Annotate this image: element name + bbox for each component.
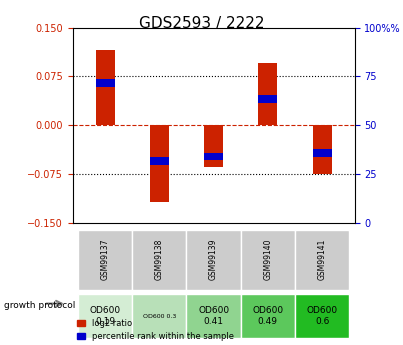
- Bar: [96, 79, 114, 87]
- FancyBboxPatch shape: [78, 230, 132, 290]
- Text: GSM99138: GSM99138: [155, 239, 164, 280]
- Text: OD600
0.49: OD600 0.49: [252, 306, 283, 326]
- FancyBboxPatch shape: [132, 230, 187, 290]
- Text: OD600
0.41: OD600 0.41: [198, 306, 229, 326]
- Text: GSM99140: GSM99140: [263, 239, 272, 280]
- Text: growth protocol: growth protocol: [4, 301, 75, 310]
- FancyBboxPatch shape: [241, 294, 295, 338]
- Text: GSM99141: GSM99141: [318, 239, 326, 280]
- Text: GDS2593 / 2222: GDS2593 / 2222: [139, 16, 264, 30]
- FancyBboxPatch shape: [78, 294, 132, 338]
- Text: GSM99139: GSM99139: [209, 239, 218, 280]
- Bar: [150, 125, 169, 202]
- Text: OD600
0.19: OD600 0.19: [89, 306, 120, 326]
- FancyBboxPatch shape: [241, 230, 295, 290]
- Bar: [96, 50, 114, 125]
- FancyBboxPatch shape: [295, 294, 349, 338]
- FancyBboxPatch shape: [187, 230, 241, 290]
- Text: OD600 0.3: OD600 0.3: [143, 314, 176, 319]
- FancyBboxPatch shape: [187, 294, 241, 338]
- Bar: [204, 125, 223, 167]
- Text: OD600
0.6: OD600 0.6: [307, 306, 338, 326]
- Bar: [204, 152, 223, 160]
- FancyBboxPatch shape: [295, 230, 349, 290]
- Bar: [313, 149, 332, 157]
- Bar: [313, 125, 332, 174]
- Legend: log2 ratio, percentile rank within the sample: log2 ratio, percentile rank within the s…: [77, 319, 234, 341]
- Bar: [258, 63, 277, 125]
- Text: GSM99137: GSM99137: [101, 239, 110, 280]
- FancyBboxPatch shape: [132, 294, 187, 338]
- Bar: [150, 157, 169, 165]
- Bar: [258, 95, 277, 103]
